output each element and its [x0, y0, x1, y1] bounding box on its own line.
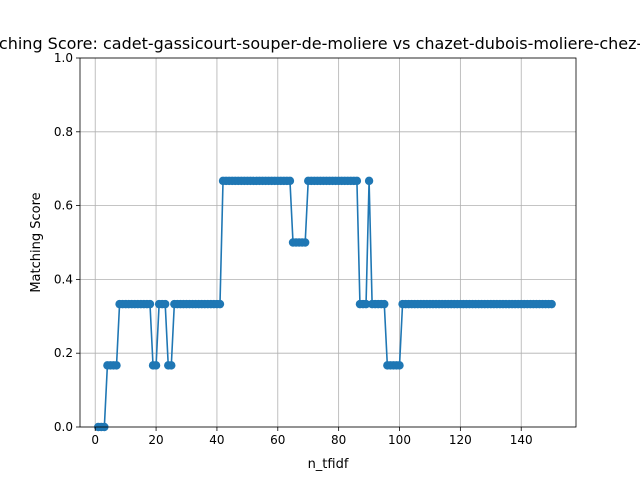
- x-tick-label: 140: [510, 433, 533, 447]
- y-tick-label: 0.6: [54, 199, 73, 213]
- x-tick-label: 80: [331, 433, 346, 447]
- data-point: [364, 176, 374, 186]
- data-point: [167, 361, 176, 370]
- data-point: [395, 361, 404, 370]
- data-point: [161, 299, 170, 309]
- x-tick-label: 20: [148, 433, 163, 447]
- data-point: [352, 176, 362, 186]
- x-axis-label: n_tfidf: [308, 457, 349, 472]
- y-axis-label: Matching Score: [29, 192, 44, 292]
- x-tick-label: 40: [209, 433, 224, 447]
- data-point: [151, 361, 161, 370]
- x-tick-label: 0: [91, 433, 99, 447]
- y-tick-label: 0.8: [54, 125, 73, 139]
- data-point: [285, 176, 295, 186]
- data-point: [215, 299, 225, 309]
- data-point: [361, 299, 371, 309]
- data-point: [380, 299, 389, 309]
- y-tick-label: 1.0: [54, 51, 73, 65]
- y-tick-label: 0.4: [54, 272, 73, 286]
- data-point: [547, 299, 556, 309]
- x-tick-label: 60: [270, 433, 285, 447]
- chart-title: Matching Score: cadet-gassicourt-souper-…: [0, 34, 640, 53]
- x-tick-label: 100: [388, 433, 411, 447]
- y-tick-label: 0.0: [54, 420, 73, 434]
- grid-lines: [80, 57, 576, 428]
- data-point: [145, 299, 155, 309]
- y-tick-label: 0.2: [54, 346, 73, 360]
- data-point: [112, 361, 121, 370]
- axis-ticks: 0 20 40 60 80 100 120 140 0.0 0.2 0.4 0.6 0.8 1.0: [54, 51, 533, 447]
- x-tick-label: 120: [449, 433, 472, 447]
- data-point: [300, 238, 310, 247]
- series-layer: [94, 176, 556, 432]
- plot-area-frame: [79, 57, 577, 428]
